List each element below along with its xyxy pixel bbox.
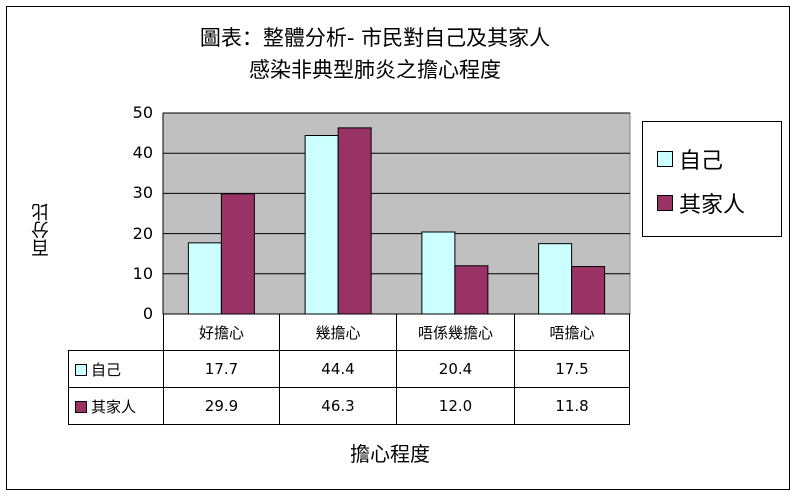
x-axis-label: 擔心程度 bbox=[350, 442, 430, 466]
bar-family bbox=[337, 127, 372, 315]
y-tick-label: 30 bbox=[132, 183, 153, 203]
data-table-cell: 17.7 bbox=[163, 350, 280, 388]
data-table-cell: 17.5 bbox=[514, 350, 630, 388]
data-table-cell: 11.8 bbox=[514, 387, 630, 425]
data-table-row-header: 自己 bbox=[68, 350, 164, 388]
data-table-row-header: 其家人 bbox=[68, 387, 164, 425]
legend-swatch-family bbox=[657, 195, 673, 211]
data-table-corner bbox=[69, 314, 164, 351]
legend-swatch-self bbox=[657, 151, 673, 167]
bar-family bbox=[220, 193, 255, 315]
bar-family bbox=[454, 265, 489, 315]
row-swatch-family bbox=[75, 401, 87, 413]
row-label-self: 自己 bbox=[91, 360, 122, 379]
data-table-cell: 20.4 bbox=[396, 350, 515, 388]
bar-self bbox=[304, 135, 339, 315]
y-tick-label: 40 bbox=[132, 143, 153, 163]
row-swatch-self bbox=[75, 364, 87, 376]
data-table-cell: 44.4 bbox=[279, 350, 397, 388]
chart-title-line2: 感染非典型肺炎之擔心程度 bbox=[249, 58, 501, 82]
chart-title-line1: 圖表：整體分析- 市民對自己及其家人 bbox=[199, 26, 551, 50]
bar-family bbox=[571, 266, 606, 315]
bar-self bbox=[421, 231, 456, 315]
data-table-row-self: 自己 17.7 44.4 20.4 17.5 bbox=[68, 350, 630, 388]
y-tick-label: 50 bbox=[132, 103, 153, 122]
data-table-category: 唔係幾擔心 bbox=[396, 314, 515, 351]
data-table-cell: 12.0 bbox=[396, 387, 515, 425]
row-label-family: 其家人 bbox=[91, 397, 137, 416]
data-table-header-row: 好擔心 幾擔心 唔係幾擔心 唔擔心 bbox=[69, 314, 630, 351]
data-table: 好擔心 幾擔心 唔係幾擔心 唔擔心 自己 17.7 44.4 20.4 17.5… bbox=[68, 314, 630, 425]
data-table-category: 好擔心 bbox=[163, 314, 280, 351]
legend-label-family: 其家人 bbox=[679, 193, 746, 218]
legend: 自己 其家人 bbox=[642, 121, 782, 237]
y-tick-label: 20 bbox=[132, 223, 153, 243]
chart-title: 圖表：整體分析- 市民對自己及其家人 感染非典型肺炎之擔心程度 bbox=[150, 22, 600, 86]
legend-item-family: 其家人 bbox=[657, 188, 745, 218]
bar-self bbox=[187, 242, 222, 315]
data-table-row-family: 其家人 29.9 46.3 12.0 11.8 bbox=[68, 387, 630, 425]
data-table-cell: 46.3 bbox=[279, 387, 397, 425]
data-table-category: 幾擔心 bbox=[279, 314, 397, 351]
y-tick-label: 10 bbox=[132, 263, 153, 283]
data-table-category: 唔擔心 bbox=[514, 314, 630, 351]
bar-self bbox=[538, 243, 573, 315]
legend-item-self: 自己 bbox=[657, 144, 723, 174]
y-tick-label: 0 bbox=[142, 304, 153, 323]
legend-label-self: 自己 bbox=[679, 149, 724, 174]
data-table-cell: 29.9 bbox=[163, 387, 280, 425]
